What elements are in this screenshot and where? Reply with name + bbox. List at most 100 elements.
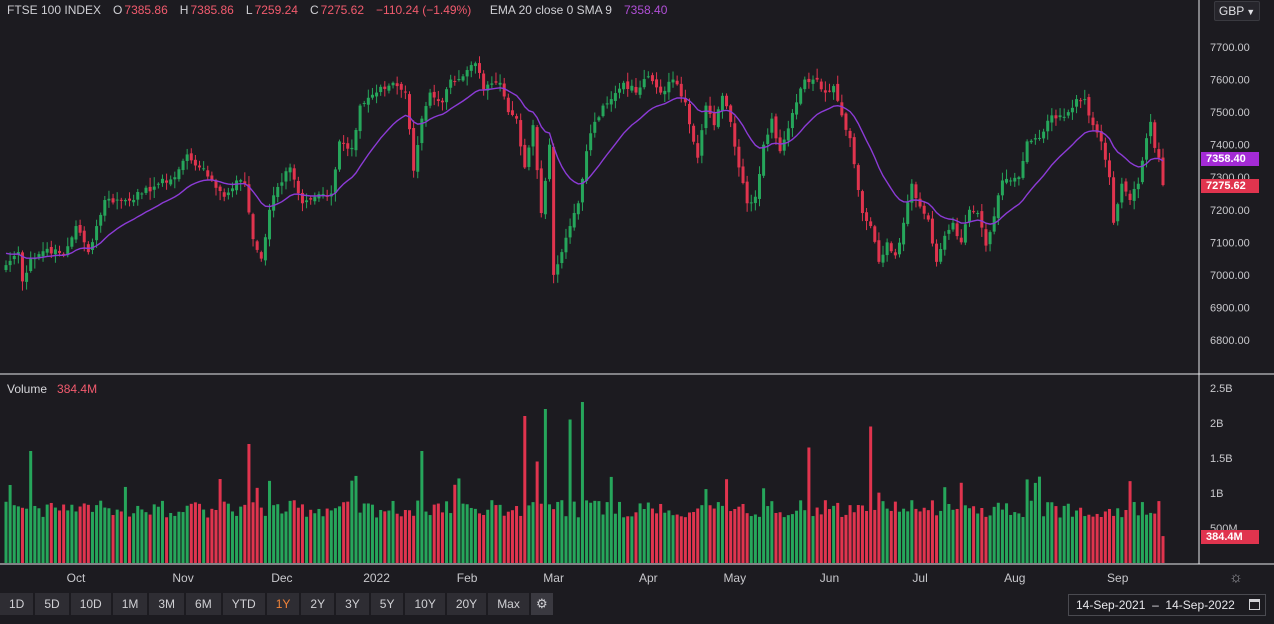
candle-body [1103,142,1107,160]
candle-body [716,109,720,127]
volume-bar [358,512,362,563]
candle-body [1107,160,1111,178]
volume-bar [572,501,576,563]
low-value: 7259.24 [254,3,298,17]
volume-bar [420,451,424,563]
volume-bar [391,500,395,563]
volume-bar [1025,479,1029,563]
volume-bar [918,511,922,563]
candle-body [848,130,852,139]
volume-bar [16,506,20,563]
candle-body [70,237,74,247]
volume-bar [383,511,387,563]
range-button-3m[interactable]: 3M [149,593,185,615]
range-button-20y[interactable]: 20Y [446,593,487,615]
volume-bar [354,475,358,563]
volume-bar [914,508,918,563]
range-button-ytd[interactable]: YTD [222,593,265,615]
candle-body [519,120,523,147]
candle-body [1025,141,1029,163]
candle-body [90,242,94,250]
volume-bar [589,502,593,563]
volume-bar [984,516,988,563]
volume-bar [922,507,926,563]
volume-bar [1124,510,1128,563]
volume-bar [1009,514,1013,563]
candle-body [82,230,86,243]
candle-body [1136,183,1140,190]
candle-body [20,252,24,282]
range-button-10y[interactable]: 10Y [405,593,445,615]
volume-bar [770,501,774,563]
candle-body [572,212,576,228]
range-button-1m[interactable]: 1M [112,593,148,615]
candle-body [675,80,679,85]
candle-body [568,226,572,238]
range-button-max[interactable]: Max [488,593,529,615]
time-tick-label: Apr [639,571,658,585]
candle-body [412,128,416,171]
volume-bar [288,500,292,563]
time-tick-label: Sep [1107,571,1129,585]
range-button-6m[interactable]: 6M [186,593,221,615]
volume-bar [362,503,366,563]
range-button-2y[interactable]: 2Y [301,593,335,615]
volume-bar [218,479,222,563]
price-tick-label: 7000.00 [1210,270,1250,282]
candle-body [1009,180,1013,182]
range-button-5d[interactable]: 5D [35,593,69,615]
candle-body [305,200,309,203]
candle-body [66,246,70,256]
volume-bar [74,511,78,563]
candle-body [1124,181,1128,192]
volume-bar [753,514,757,563]
range-button-10d[interactable]: 10D [70,593,111,615]
range-button-5y[interactable]: 5Y [370,593,404,615]
currency-selector[interactable]: GBP ▼ [1214,1,1260,21]
calendar-icon[interactable] [1249,599,1260,610]
time-tick-label: Aug [1004,571,1025,585]
volume-bar [111,515,115,563]
range-button-1y[interactable]: 1Y [266,593,300,615]
candle-body [910,183,914,203]
volume-bar [523,416,527,563]
candle-body [1058,115,1062,118]
candle-body [700,130,704,156]
settings-sun-icon[interactable]: ☼ [1229,569,1243,586]
candle-body [815,77,819,80]
candle-body [1140,160,1144,183]
range-button-1d[interactable]: 1D [0,593,34,615]
volume-bar [786,515,790,563]
volume-bar [757,516,761,563]
candle-body [729,105,733,122]
volume-bar [49,502,53,563]
candle-body [976,213,980,215]
volume-bar [1017,513,1021,563]
volume-bar [803,510,807,563]
price-tick-label: 7700.00 [1210,42,1250,54]
volume-bar [243,504,247,563]
candle-body [350,147,354,150]
candle-body [844,113,848,130]
candle-body [1070,107,1074,113]
candle-body [1099,131,1103,142]
candle-body [951,222,955,230]
date-range-picker[interactable]: 14-Sep-2021 – 14-Sep-2022 [1068,594,1266,616]
candle-body [379,86,383,93]
gear-icon[interactable]: ⚙ [530,593,553,615]
candle-body [387,85,391,91]
range-button-3y[interactable]: 3Y [336,593,369,615]
candle-body [8,260,12,266]
candle-body [482,73,486,90]
volume-bar [696,508,700,563]
volume-bar [1103,511,1107,563]
volume-bar [733,509,737,563]
candle-body [1013,177,1017,182]
price-tick-label: 7100.00 [1210,237,1250,249]
volume-bar [729,511,733,563]
volume-bar [440,512,444,563]
volume-bar [482,515,486,563]
candle-body [963,224,967,243]
candle-body [1112,177,1116,223]
